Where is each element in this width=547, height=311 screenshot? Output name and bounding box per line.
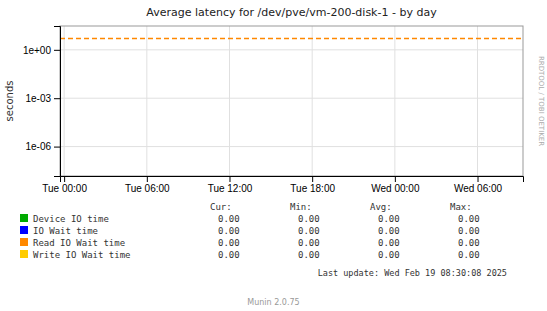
legend-label: IO Wait time: [33, 226, 98, 236]
x-tick: Wed 06:00: [454, 176, 503, 194]
legend-label: Read IO Wait time: [33, 238, 125, 248]
table-value: 0.00: [218, 226, 240, 236]
watermark: RRDTOOL / TOBI OETIKER: [537, 56, 545, 146]
x-axis-line: [61, 177, 524, 183]
table-value: 0.00: [218, 250, 240, 260]
plot-area: [60, 38, 523, 39]
table-header: Avg:: [370, 202, 392, 212]
x-tick-mark: [64, 176, 65, 182]
grid-line-x: [394, 26, 395, 176]
grid-line-y: [60, 49, 523, 50]
reference-line: [60, 38, 523, 40]
grid-line-x: [229, 26, 230, 176]
y-label: seconds: [4, 81, 15, 122]
table-value: 0.00: [298, 226, 320, 236]
grid-line-y: [60, 98, 523, 99]
x-axis: Tue 00:00 Tue 06:00 Tue 12:00 Tue 18:00 Wed …: [42, 176, 523, 194]
table-value: 0.00: [378, 226, 400, 236]
y-tick: 1e+00: [23, 45, 60, 56]
x-tick-label: Wed 00:00: [371, 183, 420, 194]
x-tick-mark: [478, 176, 479, 182]
x-tick: Wed 00:00: [371, 176, 420, 194]
x-tick-mark: [147, 176, 148, 182]
grid-line-y: [60, 146, 523, 147]
x-tick: Tue 12:00: [208, 176, 253, 194]
table-value: 0.00: [298, 238, 320, 248]
y-axis: 1e-06 1e-03 1e+00: [23, 27, 61, 177]
legend-label: Write IO Wait time: [33, 250, 131, 260]
x-tick-mark: [395, 176, 396, 182]
x-tick: Tue 18:00: [290, 176, 335, 194]
y-tick: 1e-03: [25, 93, 60, 104]
table-header: Max:: [450, 202, 472, 212]
grid: [60, 26, 523, 176]
table-value: 0.00: [378, 238, 400, 248]
grid-line-x: [312, 26, 313, 176]
table-value: 0.00: [298, 214, 320, 224]
footer: Munin 2.0.75: [247, 298, 299, 307]
x-tick-label: Tue 00:00: [42, 183, 87, 194]
x-tick-label: Tue 12:00: [208, 183, 253, 194]
y-tick-label: 1e-03: [25, 93, 51, 104]
table-value: 0.00: [218, 238, 240, 248]
x-tick-label: Tue 06:00: [125, 183, 170, 194]
y-tick-mark: [54, 147, 60, 148]
title: Average latency for /dev/pve/vm-200-disk…: [146, 6, 437, 19]
table-value: 0.00: [458, 214, 480, 224]
table-header: Min:: [290, 202, 312, 212]
legend-label: Device IO time: [33, 214, 109, 224]
x-tick-label: Tue 18:00: [290, 183, 335, 194]
y-tick-label: 1e+00: [23, 45, 52, 56]
table-value: 0.00: [298, 250, 320, 260]
plot-frame: [60, 26, 523, 176]
legend-swatch: [20, 226, 28, 234]
y-tick: 1e-06: [25, 141, 60, 152]
grid-line-x: [64, 26, 65, 176]
y-axis-line: [54, 27, 61, 177]
legend-swatch: [20, 238, 28, 246]
y-tick-label: 1e-06: [25, 141, 51, 152]
legend-swatch: [20, 214, 28, 222]
table-value: 0.00: [458, 238, 480, 248]
legend: Cur: Min: Avg: Max: Device IO time 0.00 0.00 0.…: [20, 202, 480, 260]
table-value: 0.00: [378, 214, 400, 224]
legend-swatch: [20, 250, 28, 258]
table-header: Cur:: [210, 202, 232, 212]
last-update: Last update: Wed Feb 19 08:30:08 2025: [318, 268, 507, 278]
x-tick: Tue 06:00: [125, 176, 170, 194]
table-value: 0.00: [458, 226, 480, 236]
table-value: 0.00: [378, 250, 400, 260]
chart: Tue 00:00 Tue 06:00 Tue 12:00 Tue 18:00 Wed …: [0, 0, 547, 311]
y-tick-mark: [54, 50, 60, 51]
y-tick-mark: [54, 98, 60, 99]
table-value: 0.00: [218, 214, 240, 224]
x-tick: Tue 00:00: [42, 176, 87, 194]
table-value: 0.00: [458, 250, 480, 260]
x-tick-mark: [229, 176, 230, 182]
grid-line-x: [146, 26, 147, 176]
grid-line-x: [477, 26, 478, 176]
x-tick-label: Wed 06:00: [454, 183, 503, 194]
x-tick-mark: [312, 176, 313, 182]
